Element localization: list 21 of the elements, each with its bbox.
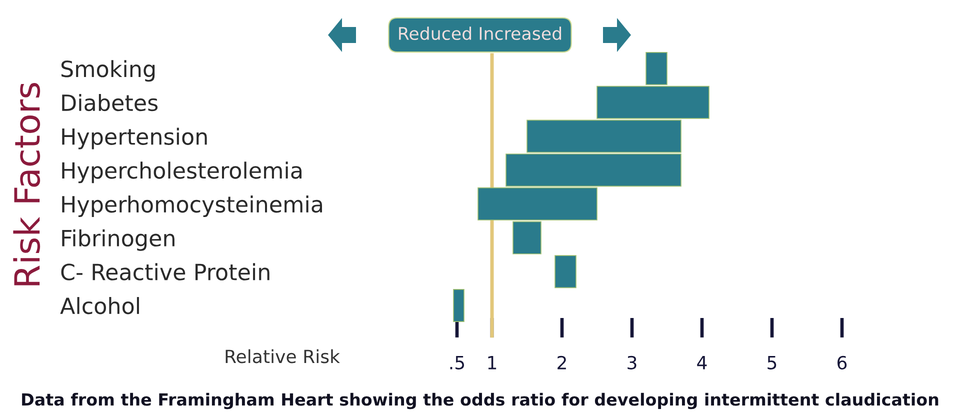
y-tick-label: Fibrinogen xyxy=(62,229,174,251)
x-tick-label: 2 xyxy=(558,356,566,370)
x-tick-label: 6 xyxy=(838,356,847,370)
y-axis-title: Risk Factors xyxy=(13,82,40,286)
y-tick-label: Hypertension xyxy=(62,128,207,150)
y-tick-label: Diabetes xyxy=(62,94,158,112)
y-tick-label: C- Reactive Protein xyxy=(61,263,270,280)
y-tick-label: Hyperhomocysteinemia xyxy=(62,195,322,217)
y-tick-label: Smoking xyxy=(61,60,155,82)
bar xyxy=(453,288,464,322)
x-axis-title: Relative Risk xyxy=(226,349,340,364)
text: Data from the Framingham Heart showing the odds ratio for developing intermittent claudication xyxy=(22,392,938,410)
y-tick-label: Hypercholesterolemia xyxy=(62,162,302,184)
x-tick-label: 5 xyxy=(768,356,776,370)
x-tick-label: .5 xyxy=(450,356,464,370)
x-tick-label: 4 xyxy=(697,356,707,370)
y-tick-label: Alcohol xyxy=(60,297,139,314)
x-tick-label: 1 xyxy=(488,356,496,370)
x-tick-label: 3 xyxy=(628,356,636,370)
bar xyxy=(554,255,576,288)
text: Reduced Increased xyxy=(399,26,562,40)
